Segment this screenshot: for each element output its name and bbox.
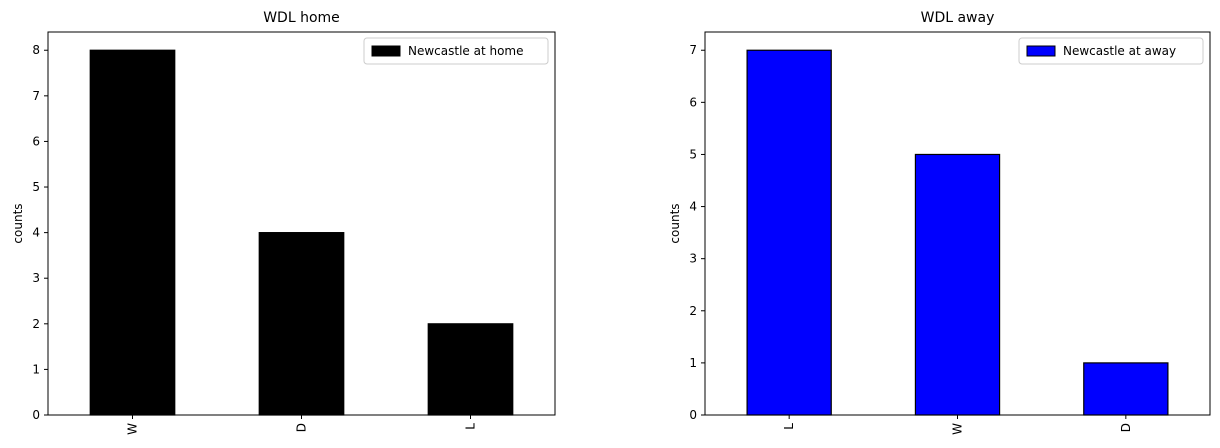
x-tick-label: D [1119, 423, 1133, 432]
chart-away: WDL away counts 0 1 2 3 4 5 6 7 L W D Newcastle a… [668, 10, 1211, 435]
y-tick-label: 5 [32, 180, 40, 194]
bar-L [746, 49, 832, 416]
plot-frame [47, 31, 556, 416]
legend-swatch [1026, 45, 1056, 57]
y-tick-label: 5 [689, 147, 697, 161]
y-tick-label: 4 [32, 226, 40, 240]
bar-W [89, 49, 176, 416]
legend-box [1018, 37, 1204, 65]
bars [746, 49, 1169, 416]
legend-label: Newcastle at away [1063, 44, 1176, 58]
legend-box [363, 37, 549, 65]
bar-D [258, 232, 345, 416]
x-tick-label: D [295, 423, 309, 432]
x-tick-label: W [951, 423, 965, 435]
y-axis-label: counts [11, 203, 25, 243]
y-ticks: 0 1 2 3 4 5 6 7 8 [32, 43, 48, 422]
legend: Newcastle at away [1018, 37, 1204, 65]
legend: Newcastle at home [363, 37, 549, 65]
plot-frame [704, 31, 1211, 416]
bars [89, 49, 514, 416]
y-tick-label: 3 [689, 252, 697, 266]
y-tick-label: 2 [689, 304, 697, 318]
bar-D [1083, 362, 1169, 416]
y-tick-label: 4 [689, 200, 697, 214]
y-tick-label: 7 [32, 89, 40, 103]
y-tick-label: 6 [689, 95, 697, 109]
x-tick-label: L [464, 423, 478, 430]
legend-swatch [371, 45, 401, 57]
y-tick-label: 1 [32, 362, 40, 376]
y-tick-label: 3 [32, 271, 40, 285]
y-tick-label: 7 [689, 43, 697, 57]
chart-title: WDL home [263, 10, 340, 26]
y-ticks: 0 1 2 3 4 5 6 7 [689, 43, 705, 422]
y-tick-label: 2 [32, 317, 40, 331]
y-tick-label: 0 [32, 408, 40, 422]
x-tick-label: W [126, 423, 140, 435]
y-tick-label: 0 [689, 408, 697, 422]
y-tick-label: 8 [32, 43, 40, 57]
bar-L [427, 323, 514, 416]
bar-W [914, 153, 1001, 416]
legend-label: Newcastle at home [408, 44, 524, 58]
y-tick-label: 6 [32, 134, 40, 148]
chart-title: WDL away [921, 10, 995, 26]
chart-home: WDL home counts 0 1 2 3 4 5 6 7 8 W D L Newcastle … [11, 10, 556, 435]
x-tick-label: L [782, 423, 796, 430]
y-tick-label: 1 [689, 356, 697, 370]
y-axis-label: counts [668, 203, 682, 243]
